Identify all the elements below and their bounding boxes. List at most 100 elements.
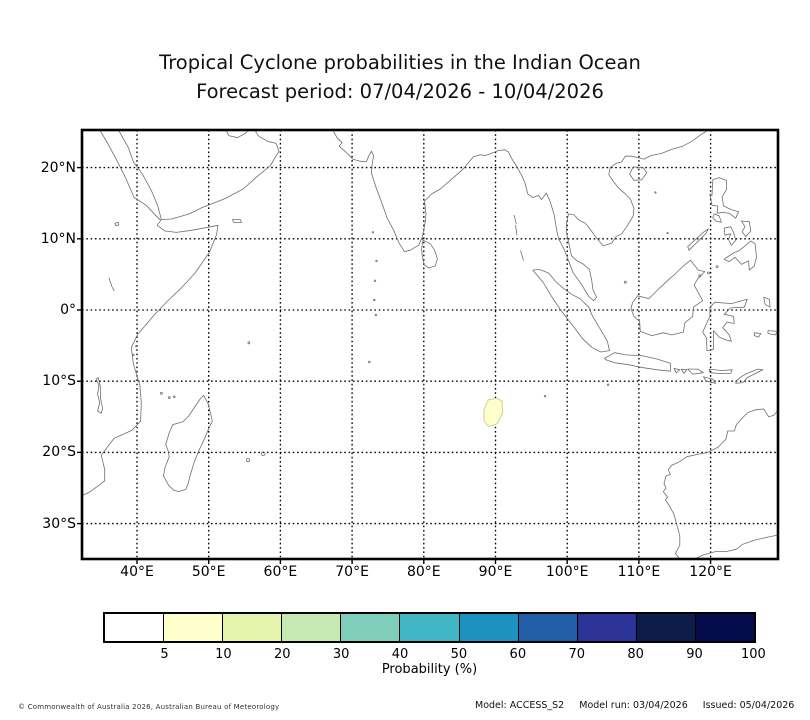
colorbar-tick-label: 20 bbox=[273, 647, 291, 662]
coastline bbox=[753, 332, 762, 338]
coastline bbox=[332, 130, 709, 302]
x-tick-label: 90°E bbox=[478, 564, 513, 580]
coastline bbox=[763, 296, 771, 308]
colorbar-segment bbox=[340, 614, 400, 641]
issued-date: Issued: 05/04/2026 bbox=[702, 700, 795, 711]
map-frame bbox=[80, 128, 780, 561]
coastline bbox=[513, 214, 517, 225]
model-run-date: Model run: 03/04/2026 bbox=[579, 700, 688, 711]
colorbar-segment bbox=[635, 614, 695, 641]
colorbar-segment bbox=[105, 614, 164, 641]
indian-ocean-map bbox=[77, 128, 780, 564]
coastline bbox=[629, 166, 648, 181]
island-dot bbox=[698, 274, 702, 278]
coastline bbox=[225, 130, 250, 139]
x-tick-label: 60°E bbox=[263, 564, 298, 580]
title-line-1: Tropical Cyclone probabilities in the In… bbox=[159, 51, 641, 74]
coastline bbox=[532, 269, 610, 353]
colorbar-segment bbox=[576, 614, 636, 641]
colorbar-tick-label: 50 bbox=[450, 647, 468, 662]
copyright-notice: © Commonwealth of Australia 2026, Austra… bbox=[18, 703, 280, 711]
coastline bbox=[708, 368, 733, 374]
island-dot bbox=[666, 232, 669, 235]
coastline bbox=[741, 220, 752, 238]
island-dot bbox=[374, 313, 378, 317]
island-dot bbox=[543, 395, 547, 398]
colorbar-tick-label: 30 bbox=[332, 647, 350, 662]
island-dot bbox=[623, 280, 627, 284]
coastline bbox=[232, 219, 243, 223]
coastline bbox=[163, 395, 213, 492]
x-tick-label: 50°E bbox=[191, 564, 226, 580]
coastline bbox=[673, 368, 681, 374]
x-tick-label: 70°E bbox=[335, 564, 369, 580]
colorbar-tick-label: 10 bbox=[215, 647, 232, 662]
colorbar-tick-label: 5 bbox=[160, 647, 169, 662]
coastline bbox=[82, 130, 219, 497]
colorbar-segment bbox=[281, 614, 341, 641]
island-dot bbox=[373, 298, 376, 302]
coastline bbox=[108, 277, 115, 292]
x-tick-label: 100°E bbox=[545, 564, 589, 580]
island-dot bbox=[260, 451, 266, 456]
coastline bbox=[662, 408, 778, 559]
probability-area bbox=[483, 397, 504, 428]
colorbar-tick-label: 40 bbox=[391, 647, 409, 662]
colorbar-segment bbox=[458, 614, 518, 641]
x-tick-label: 120°E bbox=[689, 564, 732, 580]
coastline bbox=[767, 330, 778, 336]
colorbar-tick-label: 60 bbox=[509, 647, 527, 662]
figure-title: Tropical Cyclone probabilities in the In… bbox=[0, 49, 800, 106]
model-name: Model: ACCESS_S2 bbox=[475, 700, 565, 711]
coastline bbox=[687, 368, 704, 375]
coastline bbox=[114, 222, 119, 226]
coastline bbox=[515, 224, 518, 236]
island-dot bbox=[160, 391, 163, 395]
island-dot bbox=[167, 396, 171, 400]
colorbar-segment bbox=[517, 614, 577, 641]
colorbar-tick-label: 80 bbox=[627, 647, 644, 662]
title-line-2: Forecast period: 07/04/2026 - 10/04/2026 bbox=[196, 79, 604, 103]
coastline bbox=[520, 250, 524, 261]
coastline bbox=[118, 130, 280, 220]
coastline bbox=[630, 259, 706, 336]
island-dot bbox=[654, 191, 657, 194]
island-dot bbox=[707, 271, 710, 275]
colorbar-tick-label: 100 bbox=[740, 647, 766, 662]
coastline bbox=[712, 213, 722, 223]
coastline bbox=[723, 226, 737, 246]
y-tick-label: 20°S bbox=[42, 444, 76, 461]
island-dot bbox=[375, 259, 378, 263]
coastline bbox=[421, 239, 438, 269]
island-dot bbox=[715, 265, 719, 269]
coastline bbox=[95, 377, 103, 414]
colorbar-title: Probability (%) bbox=[381, 662, 478, 677]
coastline bbox=[735, 368, 764, 384]
y-tick-label: 0° bbox=[60, 302, 76, 318]
colorbar-tick-label: 90 bbox=[686, 647, 703, 662]
model-info: Model: ACCESS_S2 Model run: 03/04/2026 I… bbox=[475, 700, 794, 711]
coastline bbox=[604, 352, 671, 372]
island-dot bbox=[135, 345, 138, 348]
y-tick-label: 30°S bbox=[42, 515, 76, 532]
island-dot bbox=[173, 395, 176, 399]
island-dot bbox=[246, 458, 251, 463]
coastline bbox=[687, 228, 709, 251]
x-tick-label: 110°E bbox=[617, 564, 661, 580]
colorbar-segment bbox=[163, 614, 223, 641]
colorbar-segment bbox=[694, 614, 755, 641]
island-dot bbox=[247, 341, 251, 345]
colorbar-tick-label: 70 bbox=[568, 647, 585, 662]
y-tick-label: 10°N bbox=[40, 230, 76, 247]
y-tick-label: 10°S bbox=[42, 373, 76, 390]
island-dot bbox=[132, 353, 135, 357]
y-tick-label: 20°N bbox=[40, 159, 76, 176]
x-tick-label: 80°E bbox=[406, 564, 441, 580]
colorbar-segment bbox=[222, 614, 282, 641]
island-dot bbox=[373, 279, 377, 283]
coastline bbox=[723, 240, 757, 271]
island-dot bbox=[606, 383, 610, 387]
probability-colorbar bbox=[103, 612, 756, 643]
coastline bbox=[709, 177, 739, 219]
